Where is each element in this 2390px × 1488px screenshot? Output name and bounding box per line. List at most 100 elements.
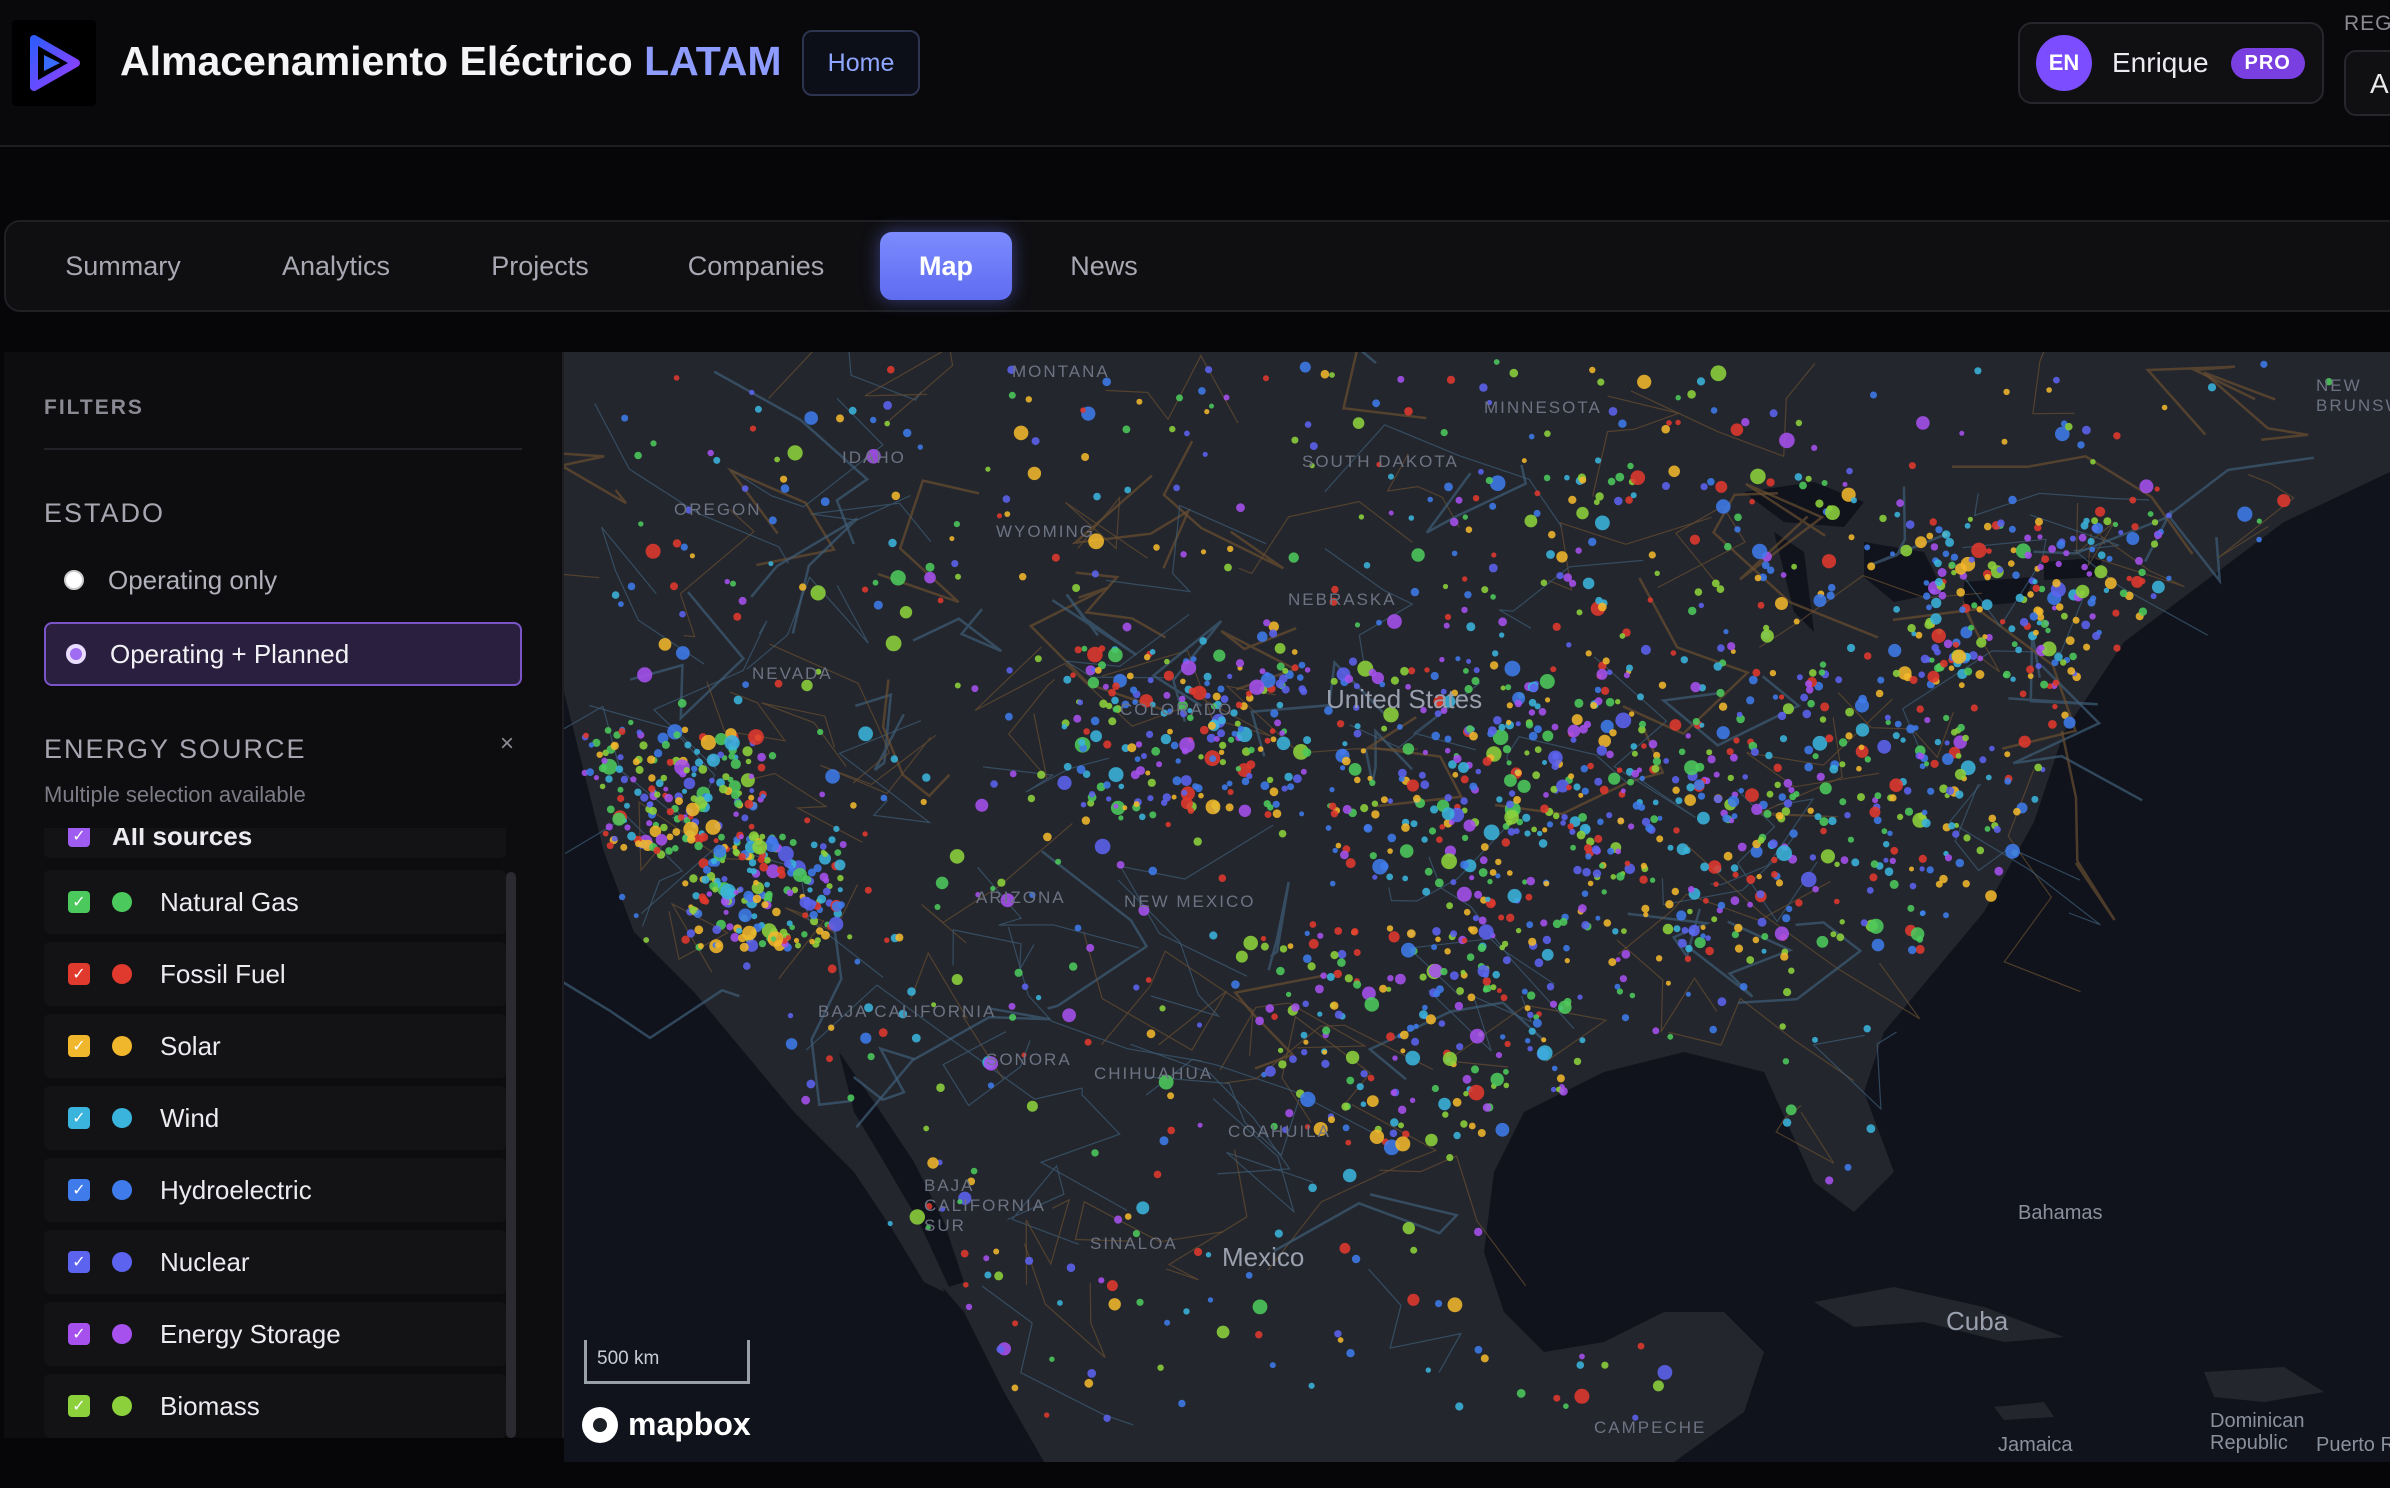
plant-marker[interactable] xyxy=(1397,375,1405,383)
plant-marker[interactable] xyxy=(1630,492,1637,499)
plant-marker[interactable] xyxy=(1439,656,1445,663)
plant-marker[interactable] xyxy=(1206,733,1216,743)
plant-marker[interactable] xyxy=(1750,845,1763,858)
plant-marker[interactable] xyxy=(1013,425,1029,441)
plant-marker[interactable] xyxy=(1440,429,1448,437)
plant-marker[interactable] xyxy=(1826,591,1835,600)
plant-marker[interactable] xyxy=(817,728,824,736)
plant-marker[interactable] xyxy=(1260,672,1276,688)
plant-marker[interactable] xyxy=(833,825,840,832)
plant-marker[interactable] xyxy=(1915,536,1927,549)
plant-marker[interactable] xyxy=(1616,767,1623,773)
plant-marker[interactable] xyxy=(1534,490,1541,497)
plant-marker[interactable] xyxy=(1293,774,1302,784)
plant-marker[interactable] xyxy=(1199,637,1207,645)
plant-marker[interactable] xyxy=(1894,720,1902,728)
plant-marker[interactable] xyxy=(718,833,725,841)
plant-marker[interactable] xyxy=(1072,584,1081,592)
plant-marker[interactable] xyxy=(1401,823,1410,832)
plant-marker[interactable] xyxy=(741,485,749,492)
plant-marker[interactable] xyxy=(1031,437,1040,446)
plant-marker[interactable] xyxy=(1847,643,1856,653)
plant-marker[interactable] xyxy=(2113,432,2121,440)
plant-marker[interactable] xyxy=(586,768,594,776)
plant-marker[interactable] xyxy=(1329,880,1336,887)
plant-marker[interactable] xyxy=(1528,433,1535,440)
plant-marker[interactable] xyxy=(1469,875,1475,881)
plant-marker[interactable] xyxy=(1830,931,1837,938)
plant-marker[interactable] xyxy=(1732,871,1739,878)
plant-marker[interactable] xyxy=(1418,771,1426,779)
plant-marker[interactable] xyxy=(836,414,844,423)
plant-marker[interactable] xyxy=(985,466,991,472)
plant-marker[interactable] xyxy=(1431,944,1438,951)
plant-marker[interactable] xyxy=(1216,1325,1230,1339)
plant-marker[interactable] xyxy=(1948,561,1956,569)
plant-marker[interactable] xyxy=(1147,778,1156,787)
plant-marker[interactable] xyxy=(2012,571,2020,579)
plant-marker[interactable] xyxy=(1785,1104,1797,1116)
plant-marker[interactable] xyxy=(2019,618,2029,627)
plant-marker[interactable] xyxy=(1896,499,1904,507)
plant-marker[interactable] xyxy=(1158,1074,1174,1090)
plant-marker[interactable] xyxy=(1578,904,1587,913)
plant-marker[interactable] xyxy=(2056,540,2066,550)
plant-marker[interactable] xyxy=(2090,459,2096,465)
plant-marker[interactable] xyxy=(1504,660,1521,677)
plant-marker[interactable] xyxy=(640,793,649,802)
plant-marker[interactable] xyxy=(1687,390,1696,399)
plant-marker[interactable] xyxy=(1606,669,1613,676)
plant-marker[interactable] xyxy=(1438,1097,1451,1111)
plant-marker[interactable] xyxy=(1376,461,1382,468)
plant-marker[interactable] xyxy=(2095,506,2106,517)
plant-marker[interactable] xyxy=(880,794,888,802)
plant-marker[interactable] xyxy=(1345,1050,1360,1065)
plant-marker[interactable] xyxy=(1898,666,1912,680)
plant-marker[interactable] xyxy=(1962,880,1970,888)
plant-marker[interactable] xyxy=(1399,1030,1409,1040)
plant-marker[interactable] xyxy=(1522,879,1528,885)
plant-marker[interactable] xyxy=(1260,942,1269,951)
plant-marker[interactable] xyxy=(971,685,979,693)
plant-marker[interactable] xyxy=(1954,768,1966,780)
plant-marker[interactable] xyxy=(618,601,624,607)
plant-marker[interactable] xyxy=(1263,375,1269,382)
plant-marker[interactable] xyxy=(1272,809,1282,818)
plant-marker[interactable] xyxy=(1977,655,1984,662)
plant-marker[interactable] xyxy=(1812,735,1828,751)
plant-marker[interactable] xyxy=(1212,692,1221,701)
plant-marker[interactable] xyxy=(722,773,730,781)
plant-marker[interactable] xyxy=(1543,880,1550,887)
plant-marker[interactable] xyxy=(1564,958,1570,964)
plant-marker[interactable] xyxy=(1668,465,1680,478)
plant-marker[interactable] xyxy=(1081,816,1091,825)
plant-marker[interactable] xyxy=(1175,758,1181,764)
plant-marker[interactable] xyxy=(1340,765,1346,771)
plant-marker[interactable] xyxy=(1400,666,1409,676)
plant-marker[interactable] xyxy=(1144,654,1151,661)
plant-marker[interactable] xyxy=(1527,1011,1534,1019)
plant-marker[interactable] xyxy=(1351,928,1359,936)
plant-marker[interactable] xyxy=(1867,562,1876,571)
plant-marker[interactable] xyxy=(1821,554,1837,569)
plant-marker[interactable] xyxy=(1207,721,1216,730)
plant-marker[interactable] xyxy=(1281,685,1290,694)
plant-marker[interactable] xyxy=(1337,949,1347,959)
plant-marker[interactable] xyxy=(760,793,766,799)
plant-marker[interactable] xyxy=(1588,537,1597,547)
plant-marker[interactable] xyxy=(611,591,620,599)
plant-marker[interactable] xyxy=(724,578,730,585)
plant-marker[interactable] xyxy=(1460,775,1469,784)
plant-marker[interactable] xyxy=(1542,827,1548,833)
plant-marker[interactable] xyxy=(1900,737,1906,743)
plant-marker[interactable] xyxy=(1422,887,1431,896)
plant-marker[interactable] xyxy=(742,925,757,941)
plant-marker[interactable] xyxy=(1507,828,1516,836)
plant-marker[interactable] xyxy=(1498,914,1505,921)
plant-marker[interactable] xyxy=(2103,587,2110,594)
plant-marker[interactable] xyxy=(778,846,794,862)
plant-marker[interactable] xyxy=(2052,703,2058,710)
plant-marker[interactable] xyxy=(1918,854,1927,863)
plant-marker[interactable] xyxy=(1014,968,1023,977)
plant-marker[interactable] xyxy=(739,942,749,952)
